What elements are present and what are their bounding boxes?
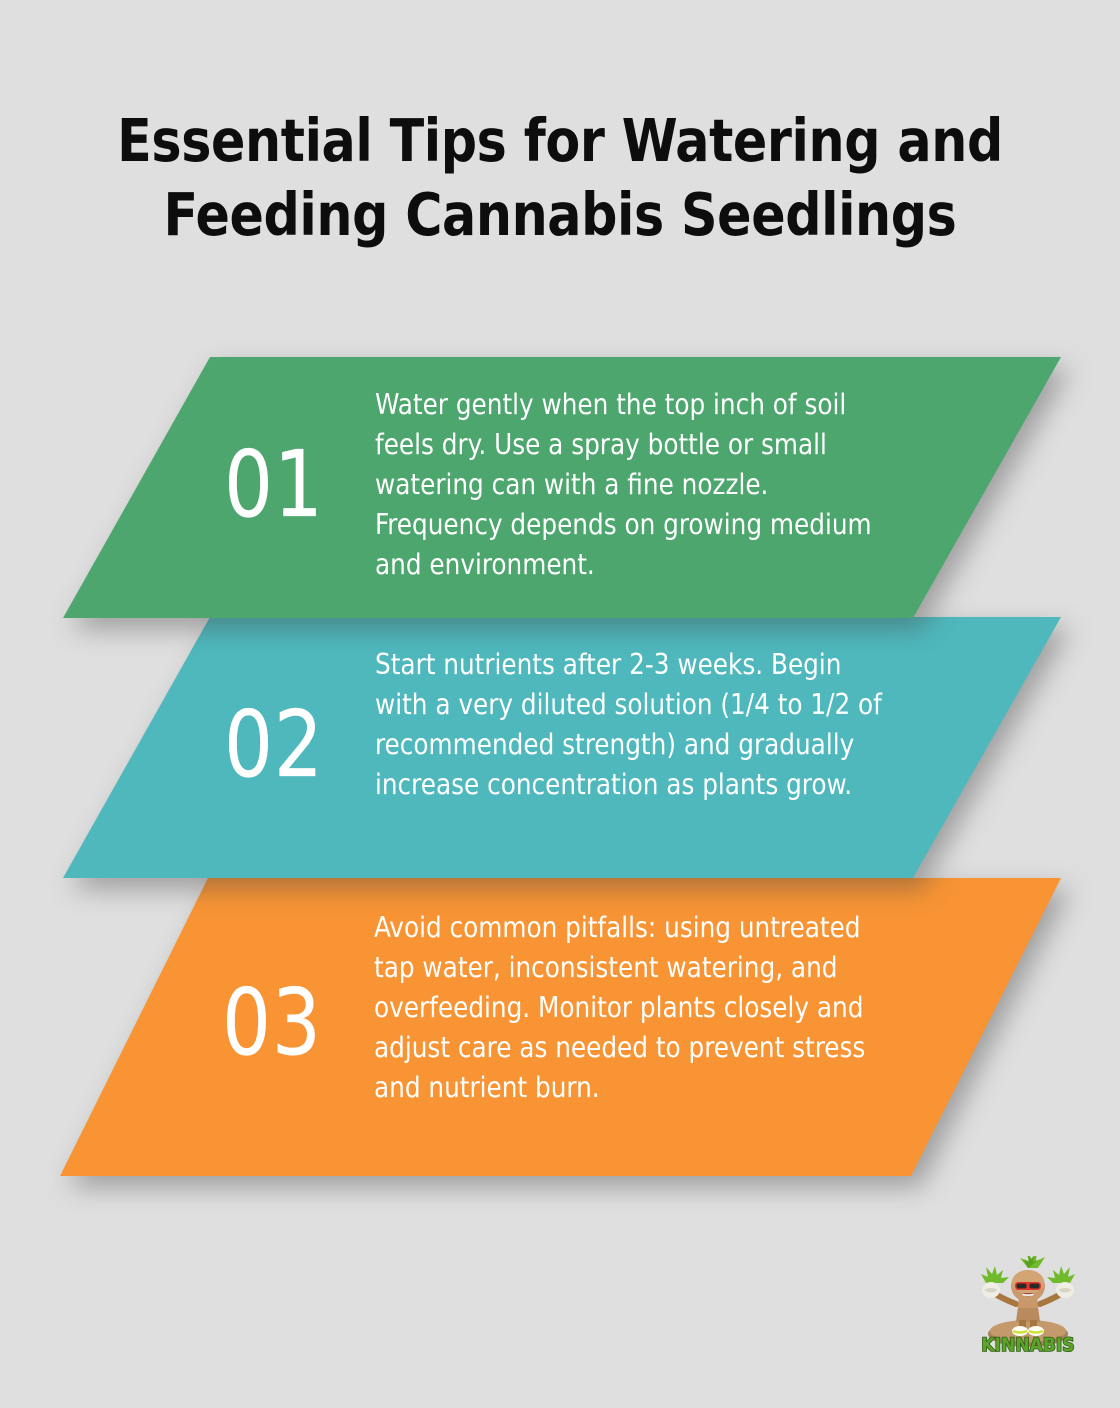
logo-wordmark-text: KINNABIS bbox=[981, 1334, 1074, 1356]
band-1-number: 01 bbox=[224, 431, 324, 538]
band-2-shape bbox=[0, 617, 1120, 878]
band-3-text: Avoid common pitfalls: using untreated t… bbox=[374, 911, 866, 1104]
band-2-content: 02 Start nutrients after 2-3 weeks. Begi… bbox=[0, 617, 1120, 878]
band-3-content: 03 Avoid common pitfalls: using untreate… bbox=[0, 878, 1120, 1176]
tip-band-3: 03 Avoid common pitfalls: using untreate… bbox=[0, 878, 1120, 1176]
brand-logo: KINNABIS bbox=[972, 1256, 1084, 1360]
cannabis-mascot-logo-icon: KINNABIS bbox=[981, 1256, 1075, 1357]
band-1-text: Water gently when the top inch of soil f… bbox=[375, 388, 872, 581]
band-1-content: 01 Water gently when the top inch of soi… bbox=[0, 357, 1120, 618]
band-1-shape bbox=[0, 357, 1120, 618]
tip-band-2: 02 Start nutrients after 2-3 weeks. Begi… bbox=[0, 617, 1120, 878]
band-2-text: Start nutrients after 2-3 weeks. Begin w… bbox=[375, 648, 882, 801]
page-title: Essential Tips for Watering and Feeding … bbox=[117, 106, 1003, 249]
tip-band-1: 01 Water gently when the top inch of soi… bbox=[0, 357, 1120, 618]
band-3-shape bbox=[0, 878, 1120, 1176]
band-3-number: 03 bbox=[222, 969, 322, 1076]
band-2-number: 02 bbox=[224, 691, 324, 798]
